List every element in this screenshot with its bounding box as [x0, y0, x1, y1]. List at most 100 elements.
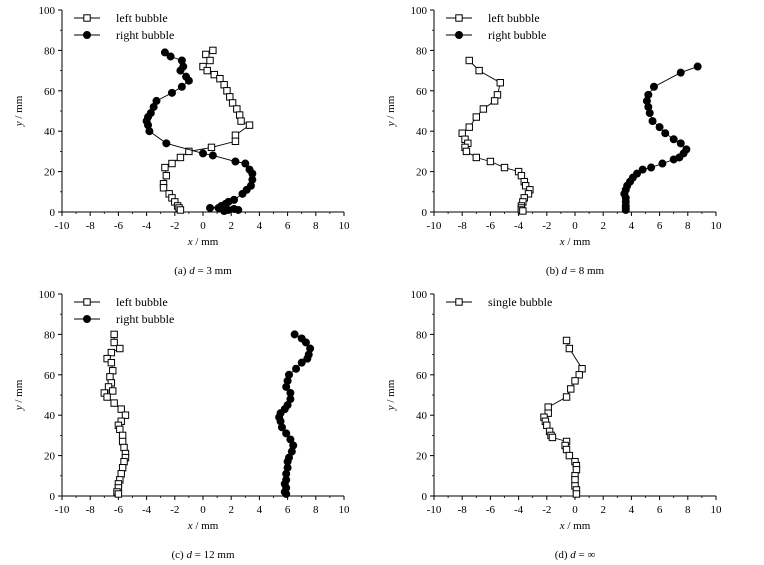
data-point [472, 113, 480, 121]
data-point [661, 129, 670, 138]
caption-var: d [562, 265, 568, 277]
data-point [292, 364, 301, 373]
data-point [565, 344, 574, 353]
x-axis-label-var: x [187, 236, 193, 248]
data-point [116, 425, 124, 434]
y-tick-label: 40 [44, 410, 56, 422]
y-tick-label: 0 [422, 491, 428, 503]
data-point [203, 66, 211, 75]
data-point [176, 206, 185, 214]
y-axis-label-unit: / mm [13, 379, 25, 405]
x-tick-label: -6 [486, 220, 496, 232]
series-right-bubble [142, 48, 257, 215]
panel-caption: (d) d = ∞ [555, 549, 596, 561]
data-point [160, 48, 169, 57]
x-tick-label: 10 [339, 220, 351, 232]
data-point [544, 409, 552, 417]
y-axis-label-var: y [13, 405, 25, 411]
data-point [648, 117, 657, 126]
caption-prefix: (d) [555, 549, 571, 561]
data-point [521, 182, 530, 190]
legend-label: left bubble [116, 295, 168, 309]
data-point [543, 421, 551, 430]
legend-label: right bubble [488, 28, 546, 42]
data-point [107, 348, 116, 357]
data-point [184, 76, 193, 85]
x-tick-label: -8 [86, 220, 96, 232]
data-point [676, 68, 685, 77]
y-tick-label: 80 [416, 329, 428, 341]
data-point [578, 365, 586, 373]
data-point [167, 88, 176, 97]
x-axis-label-unit: / mm [193, 520, 219, 532]
data-point [572, 466, 581, 474]
x-tick-label: 4 [629, 504, 635, 516]
data-point [231, 157, 240, 166]
data-point [231, 131, 240, 139]
data-point [161, 163, 169, 172]
data-point [103, 393, 111, 401]
x-tick-label: -4 [514, 220, 524, 232]
x-tick-label: 0 [200, 220, 206, 232]
y-tick-label: 100 [39, 5, 56, 17]
data-point [118, 437, 127, 446]
data-point [524, 190, 533, 198]
data-point [301, 338, 310, 347]
data-point [107, 358, 116, 367]
data-point [465, 56, 473, 65]
data-point [110, 399, 118, 407]
y-tick-label: 80 [44, 45, 56, 57]
y-axis-label-unit: / mm [385, 95, 397, 121]
data-point [104, 383, 113, 391]
data-point [241, 159, 250, 168]
data-point [114, 490, 123, 498]
series-right-bubble [620, 62, 702, 214]
x-tick-label: 8 [313, 504, 319, 516]
x-tick-label: -6 [486, 504, 496, 516]
data-point [234, 205, 243, 214]
data-point [199, 62, 207, 71]
data-point [297, 358, 306, 367]
data-point [621, 205, 630, 214]
data-point [118, 431, 127, 440]
data-point [109, 367, 117, 375]
x-tick-label: -6 [114, 504, 124, 516]
x-tick-label: 4 [257, 504, 263, 516]
x-tick-label: -8 [86, 504, 96, 516]
x-axis-label: x / mm [187, 236, 219, 248]
data-point [676, 139, 685, 148]
caption-var: d [186, 549, 192, 561]
x-axis-label-unit: / mm [193, 236, 219, 248]
data-point [475, 66, 483, 75]
x-tick-label: 4 [257, 220, 263, 232]
x-axis-label: x / mm [187, 520, 219, 532]
y-tick-label: 0 [422, 207, 428, 219]
data-point [145, 127, 154, 136]
y-tick-label: 20 [416, 167, 428, 179]
legend-entry: right bubble [74, 312, 174, 326]
data-point [490, 97, 499, 105]
caption-prefix: (b) [546, 265, 562, 277]
legend-label: right bubble [116, 28, 174, 42]
data-point [562, 336, 571, 345]
legend-label: left bubble [116, 11, 168, 25]
x-tick-label: 0 [572, 220, 578, 232]
y-tick-label: 60 [416, 86, 428, 98]
data-point [209, 46, 217, 55]
caption-prefix: (c) [171, 549, 186, 561]
x-tick-label: 2 [600, 220, 606, 232]
y-axis-label: y / mm [13, 379, 25, 411]
data-point [517, 171, 526, 180]
y-axis-label-unit: / mm [13, 95, 25, 121]
y-tick-label: 40 [44, 126, 56, 138]
data-point [562, 393, 571, 401]
x-tick-label: -2 [170, 504, 179, 516]
data-point [118, 464, 127, 472]
data-point [638, 165, 647, 174]
x-tick-label: 6 [285, 220, 291, 232]
data-point [649, 82, 658, 91]
y-tick-label: 20 [416, 451, 428, 463]
